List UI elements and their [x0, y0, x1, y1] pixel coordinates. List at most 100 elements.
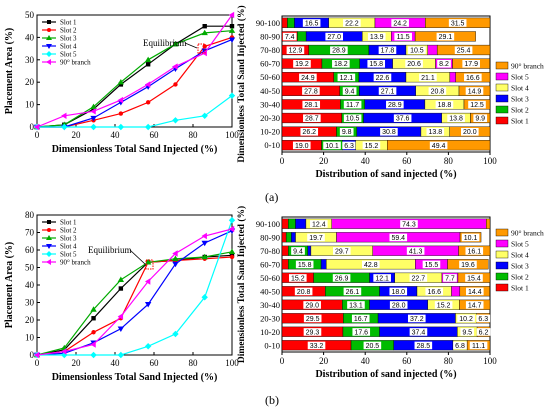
- panel-a-bar-bar-value-label: 12.9: [289, 48, 303, 55]
- panel-a-line-legend-label: Slot 4: [60, 43, 77, 51]
- panel-a-bar-bar-value-label: 7.4: [285, 34, 295, 41]
- panel-b-line-x-tick-label: 20: [72, 358, 82, 368]
- panel-b-bar-bar-value-label: 29.0: [305, 302, 319, 309]
- panel-a-bar-bar-value-bg: [428, 87, 447, 95]
- panel-a-bar-legend-swatch: [495, 116, 509, 125]
- panel-b-bar-bar-value-bg: [303, 328, 322, 336]
- panel-a-line-y-axis-title: Placement Area (%): [4, 28, 15, 114]
- panel-b-bar-bar-value-bg: [333, 247, 351, 255]
- panel-b-bar-bar-value-bg: [373, 274, 391, 282]
- panel-b-line-legend-label: Slot 2: [60, 227, 77, 235]
- panel-a-bar-bar-value-bg: [362, 141, 381, 150]
- panel-a-bar-bar-value-label: 11.7: [346, 102, 359, 109]
- panel-a-bar-bar-value-bg: [435, 100, 454, 109]
- panel-b-line-data-point: [229, 254, 235, 260]
- panel-a-bar-category-label: 10-20: [260, 127, 280, 137]
- panel-b-line-data-point: [90, 351, 97, 359]
- panel-b-bar-legend-swatch: [495, 239, 509, 248]
- panel-b-bar-bar-value-bg: [453, 341, 467, 350]
- panel-b-bar-bar-value-label: 15.4: [467, 275, 481, 282]
- panel-a-line-series-line-6: [36, 14, 233, 128]
- panel-b-line-data-point: [228, 225, 235, 233]
- panel-a-line-equilibrium-box: [197, 43, 206, 54]
- panel-b-bar-bar-value-bg: [310, 220, 328, 228]
- panel-b-bar-bar-value-label: 18.0: [391, 289, 405, 296]
- panel-a-line-x-tick-label: 40: [111, 130, 121, 140]
- panel-b-bar-legend-label: 90° branch: [511, 229, 544, 238]
- panel-b-line-series-line-6: [36, 228, 233, 356]
- panel-b-line-legend-label: Slot 4: [60, 243, 77, 251]
- panel-b-bar-bar-value-label: 6.2: [479, 329, 489, 336]
- panel-b-bar-bar-value-bg: [347, 301, 365, 309]
- panel-b-line-legend-label: Slot 5: [60, 251, 77, 259]
- panel-a-line-data-point: [61, 123, 68, 131]
- panel-b-bar-x-tick-label: 80: [444, 356, 454, 366]
- panel-a-bar-x-tick-label: 20: [319, 156, 329, 166]
- panel-a-bar-bar-value-label: 10.5: [410, 48, 424, 55]
- panel-a-bar-bar-value-label: 17.8: [381, 48, 395, 55]
- panel-b-bar-x-tick-label: 100: [483, 356, 497, 366]
- panel-b-line-data-point: [172, 261, 179, 268]
- panel-a-bar-bar-value-bg: [342, 141, 356, 150]
- panel-a-bar-bar-value-bg: [468, 100, 486, 109]
- panel-a-bar-bar-value-bg: [465, 87, 484, 95]
- panel-a-bar-x-tick-label: 60: [402, 156, 412, 166]
- panel-a-bar-bar-value-bg: [339, 128, 354, 136]
- panel-b-line-y-tick-label: 0: [30, 350, 35, 360]
- panel-b-bar-legend-label: Slot 1: [511, 284, 529, 293]
- panel-a-bar-bar-value-label: 15.8: [369, 61, 383, 68]
- panel-b-bar-bar-value-label: 15.2: [291, 275, 305, 282]
- panel-a-line-data-point: [228, 37, 236, 43]
- panel-a-bar-category-label: 80-90: [260, 31, 280, 41]
- panel-a-bar-bar-value-label: 19.0: [295, 143, 309, 150]
- panel-a-bar-bar-value-bg: [302, 19, 321, 27]
- panel-b-bar-bar-value-bg: [459, 260, 477, 269]
- panel-b-bar-bar-value-label: 13.1: [349, 302, 363, 309]
- panel-a-bar-category-label: 30-40: [260, 99, 280, 109]
- panel-b-line-data-point: [201, 232, 207, 240]
- panel-a-caption: (a): [265, 190, 279, 204]
- panel-b-bar-bar-segment: [281, 218, 289, 229]
- panel-b-bar-bar-value-label: 15.8: [298, 262, 312, 269]
- panel-b-bar-bar-value-bg: [362, 260, 380, 269]
- panel-a-bar-bar-value-bg: [325, 32, 344, 41]
- panel-b-bar-category-label: 20-30: [260, 313, 280, 323]
- panel-a-bar-category-label: 20-30: [260, 113, 280, 123]
- panel-b-line-y-tick-label: 50: [25, 263, 35, 273]
- panel-b-bar-bar-value-label: 14.7: [468, 302, 482, 309]
- panel-b-line-y-tick-label: 70: [25, 228, 35, 238]
- panel-a-line-data-point: [117, 123, 125, 131]
- panel-b-bar-bar-segment: [320, 259, 327, 270]
- panel-a-bar-bar-value-label: 8.2: [439, 61, 449, 68]
- panel-a-bar-bar-value-label: 30.8: [382, 129, 396, 136]
- panel-b-bar-bar-value-bg: [434, 301, 453, 309]
- panel-b-bar-bar-value-label: 26.9: [335, 275, 349, 282]
- panel-a-bar-category-label: 60-70: [260, 59, 280, 69]
- panel-a-bar-bar-value-bg: [462, 60, 480, 68]
- panel-b-bar-legend-label: Slot 2: [511, 273, 529, 282]
- panel-b-bar-bar-value-bg: [307, 233, 325, 242]
- panel-a-bar-x-axis-title: Distribution of sand injected (%): [315, 169, 456, 180]
- panel-b-line-series-line-3: [36, 251, 233, 356]
- panel-b-bar-bar-value-bg: [352, 328, 371, 336]
- panel-b-bar-bar-value-bg: [407, 314, 426, 323]
- panel-a-bar-bar-value-bg: [393, 114, 412, 122]
- panel-a-bar-bar-value-bg: [300, 128, 319, 136]
- panel-b-bar-bar-value-bg: [406, 247, 425, 255]
- panel-a-line-x-tick-label: 80: [189, 130, 199, 140]
- panel-a-bar-legend-swatch: [495, 83, 509, 92]
- panel-b-bar-bar-value-bg: [461, 233, 480, 242]
- panel-b-line-data-point: [117, 313, 124, 320]
- panel-b-bar-legend-swatch: [495, 250, 509, 259]
- panel-a-bar-bar-value-bg: [337, 73, 356, 82]
- panel-a-line-y-tick-label: 0: [30, 122, 35, 132]
- panel-b-bar-bar-value-bg: [469, 341, 488, 350]
- panel-a-line-y-tick-label: 50: [25, 10, 35, 20]
- panel-b-bar-bar-segment: [486, 218, 491, 229]
- panel-a-bar-bar-value-bg: [419, 73, 437, 82]
- panel-b-bar-bar-value-label: 37.4: [412, 329, 426, 336]
- panel-a-bar-bar-value-label: 24.2: [393, 20, 407, 27]
- panel-b-bar-bar-value-bg: [457, 314, 475, 323]
- panel-b-bar-category-label: 50-60: [260, 273, 280, 283]
- panel-b-bar-bar-value-label: 33.2: [310, 343, 324, 350]
